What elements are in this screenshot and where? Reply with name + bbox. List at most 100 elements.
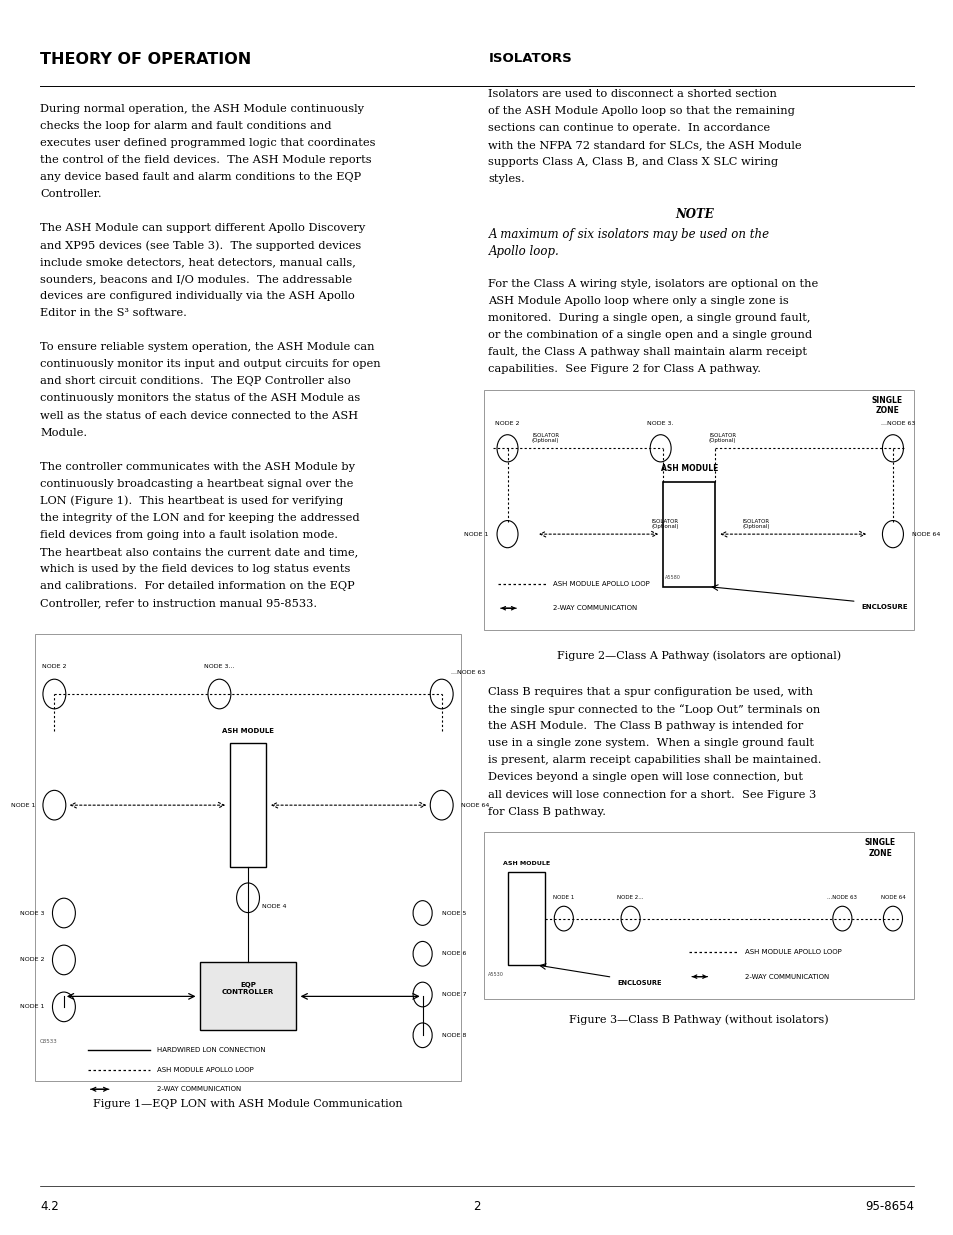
Circle shape xyxy=(413,982,432,1007)
Text: NOTE: NOTE xyxy=(675,209,713,221)
Text: 95-8654: 95-8654 xyxy=(864,1200,913,1214)
Text: LON (Figure 1).  This heartbeat is used for verifying: LON (Figure 1). This heartbeat is used f… xyxy=(40,495,343,506)
Text: continuously monitors the status of the ASH Module as: continuously monitors the status of the … xyxy=(40,394,360,404)
Text: ENCLOSURE: ENCLOSURE xyxy=(861,604,907,610)
Text: ISOLATOR
(Optional): ISOLATOR (Optional) xyxy=(708,433,736,443)
Text: all devices will lose connection for a short.  See Figure 3: all devices will lose connection for a s… xyxy=(488,789,816,799)
Text: checks the loop for alarm and fault conditions and: checks the loop for alarm and fault cond… xyxy=(40,121,332,131)
Text: the integrity of the LON and for keeping the addressed: the integrity of the LON and for keeping… xyxy=(40,513,359,522)
Text: 2: 2 xyxy=(473,1200,480,1214)
Bar xyxy=(483,390,913,631)
Text: Figure 2—Class A Pathway (isolators are optional): Figure 2—Class A Pathway (isolators are … xyxy=(557,651,840,661)
Circle shape xyxy=(52,992,75,1021)
Text: ASH MODULE APOLLO LOOP: ASH MODULE APOLLO LOOP xyxy=(743,948,841,955)
Text: which is used by the field devices to log status events: which is used by the field devices to lo… xyxy=(40,564,350,574)
Text: ISOLATOR
(Optional): ISOLATOR (Optional) xyxy=(651,519,679,530)
Circle shape xyxy=(52,945,75,974)
Text: NODE 2: NODE 2 xyxy=(495,421,519,426)
Text: executes user defined programmed logic that coordinates: executes user defined programmed logic t… xyxy=(40,138,375,148)
Text: Figure 1—EQP LON with ASH Module Communication: Figure 1—EQP LON with ASH Module Communi… xyxy=(93,1099,402,1109)
Text: sounders, beacons and I/O modules.  The addressable: sounders, beacons and I/O modules. The a… xyxy=(40,274,352,284)
Text: any device based fault and alarm conditions to the EQP: any device based fault and alarm conditi… xyxy=(40,172,361,182)
Text: The ASH Module can support different Apollo Discovery: The ASH Module can support different Apo… xyxy=(40,224,365,233)
Circle shape xyxy=(497,435,517,462)
Text: and XP95 devices (see Table 3).  The supported devices: and XP95 devices (see Table 3). The supp… xyxy=(40,240,361,251)
Text: sections can continue to operate.  In accordance: sections can continue to operate. In acc… xyxy=(488,124,770,133)
Text: Controller, refer to instruction manual 95-8533.: Controller, refer to instruction manual … xyxy=(40,598,316,608)
Text: fault, the Class A pathway shall maintain alarm receipt: fault, the Class A pathway shall maintai… xyxy=(488,347,806,357)
Text: with the NFPA 72 standard for SLCs, the ASH Module: with the NFPA 72 standard for SLCs, the … xyxy=(488,140,801,149)
Text: The controller communicates with the ASH Module by: The controller communicates with the ASH… xyxy=(40,462,355,472)
Text: continuously monitor its input and output circuits for open: continuously monitor its input and outpu… xyxy=(40,359,380,369)
Text: of the ASH Module Apollo loop so that the remaining: of the ASH Module Apollo loop so that th… xyxy=(488,106,795,116)
Text: and short circuit conditions.  The EQP Controller also: and short circuit conditions. The EQP Co… xyxy=(40,377,351,387)
Circle shape xyxy=(413,900,432,925)
Text: ENCLOSURE: ENCLOSURE xyxy=(617,979,661,986)
Text: Devices beyond a single open will lose connection, but: Devices beyond a single open will lose c… xyxy=(488,773,802,783)
Text: include smoke detectors, heat detectors, manual calls,: include smoke detectors, heat detectors,… xyxy=(40,257,355,267)
Text: capabilities.  See Figure 2 for Class A pathway.: capabilities. See Figure 2 for Class A p… xyxy=(488,364,760,374)
Text: supports Class A, Class B, and Class X SLC wiring: supports Class A, Class B, and Class X S… xyxy=(488,157,778,167)
Bar xyxy=(483,832,913,999)
Circle shape xyxy=(882,435,902,462)
Text: devices are configured individually via the ASH Apollo: devices are configured individually via … xyxy=(40,291,355,301)
Circle shape xyxy=(413,1023,432,1047)
Text: 4.2: 4.2 xyxy=(40,1200,59,1214)
Text: A maximum of six isolators may be used on the: A maximum of six isolators may be used o… xyxy=(488,227,769,241)
Text: NODE 2: NODE 2 xyxy=(20,957,45,962)
Text: NODE 1: NODE 1 xyxy=(463,531,488,537)
Text: Figure 3—Class B Pathway (without isolators): Figure 3—Class B Pathway (without isolat… xyxy=(568,1015,828,1025)
Text: NODE 5: NODE 5 xyxy=(441,910,466,915)
Bar xyxy=(230,743,266,867)
Circle shape xyxy=(554,906,573,931)
Text: NODE 8: NODE 8 xyxy=(441,1032,466,1037)
Circle shape xyxy=(882,906,902,931)
Text: HARDWIRED LON CONNECTION: HARDWIRED LON CONNECTION xyxy=(157,1047,266,1052)
Text: ASH MODULE APOLLO LOOP: ASH MODULE APOLLO LOOP xyxy=(553,580,649,587)
Circle shape xyxy=(208,679,231,709)
Text: NODE 2: NODE 2 xyxy=(42,664,67,669)
Text: NODE 1: NODE 1 xyxy=(553,895,574,900)
Text: styles.: styles. xyxy=(488,174,525,184)
Text: Apollo loop.: Apollo loop. xyxy=(488,245,558,258)
Text: THEORY OF OPERATION: THEORY OF OPERATION xyxy=(40,52,251,67)
Text: SINGLE
ZONE: SINGLE ZONE xyxy=(864,839,895,858)
Bar xyxy=(662,482,715,587)
Text: ASH Module Apollo loop where only a single zone is: ASH Module Apollo loop where only a sing… xyxy=(488,296,788,306)
Text: the ASH Module.  The Class B pathway is intended for: the ASH Module. The Class B pathway is i… xyxy=(488,721,802,731)
Bar xyxy=(200,962,295,1030)
Circle shape xyxy=(620,906,639,931)
Text: monitored.  During a single open, a single ground fault,: monitored. During a single open, a singl… xyxy=(488,312,810,322)
Text: NODE 1: NODE 1 xyxy=(10,803,35,808)
Circle shape xyxy=(413,941,432,966)
Text: NODE 1: NODE 1 xyxy=(20,1004,45,1009)
Text: ASH MODULE: ASH MODULE xyxy=(659,464,718,473)
Text: NODE 3...: NODE 3... xyxy=(204,664,234,669)
Circle shape xyxy=(430,679,453,709)
Text: ...NODE 63: ...NODE 63 xyxy=(451,671,485,676)
Text: NODE 64: NODE 64 xyxy=(880,895,904,900)
Text: A5580: A5580 xyxy=(664,576,680,580)
Text: 2-WAY COMMUNICATION: 2-WAY COMMUNICATION xyxy=(553,605,637,611)
Text: ASH MODULE: ASH MODULE xyxy=(502,861,550,866)
Text: SINGLE
ZONE: SINGLE ZONE xyxy=(871,396,902,415)
Text: Class B requires that a spur configuration be used, with: Class B requires that a spur configurati… xyxy=(488,688,813,698)
Text: NODE 2...: NODE 2... xyxy=(617,895,643,900)
Text: continuously broadcasting a heartbeat signal over the: continuously broadcasting a heartbeat si… xyxy=(40,479,353,489)
Text: EQP
CONTROLLER: EQP CONTROLLER xyxy=(222,983,274,995)
Text: The heartbeat also contains the current date and time,: The heartbeat also contains the current … xyxy=(40,547,358,557)
Text: ...NODE 63: ...NODE 63 xyxy=(826,895,857,900)
Text: C8533: C8533 xyxy=(40,1039,58,1044)
Text: the single spur connected to the “Loop Out” terminals on: the single spur connected to the “Loop O… xyxy=(488,704,820,715)
Text: NODE 7: NODE 7 xyxy=(441,992,466,997)
Circle shape xyxy=(43,790,66,820)
Circle shape xyxy=(43,679,66,709)
Text: Editor in the S³ software.: Editor in the S³ software. xyxy=(40,309,187,319)
Text: field devices from going into a fault isolation mode.: field devices from going into a fault is… xyxy=(40,530,337,540)
Text: NODE 64: NODE 64 xyxy=(911,531,940,537)
Text: for Class B pathway.: for Class B pathway. xyxy=(488,806,606,816)
Text: NODE 3.: NODE 3. xyxy=(647,421,673,426)
Circle shape xyxy=(649,435,670,462)
Text: Module.: Module. xyxy=(40,427,87,437)
Text: 2-WAY COMMUNICATION: 2-WAY COMMUNICATION xyxy=(157,1087,241,1092)
